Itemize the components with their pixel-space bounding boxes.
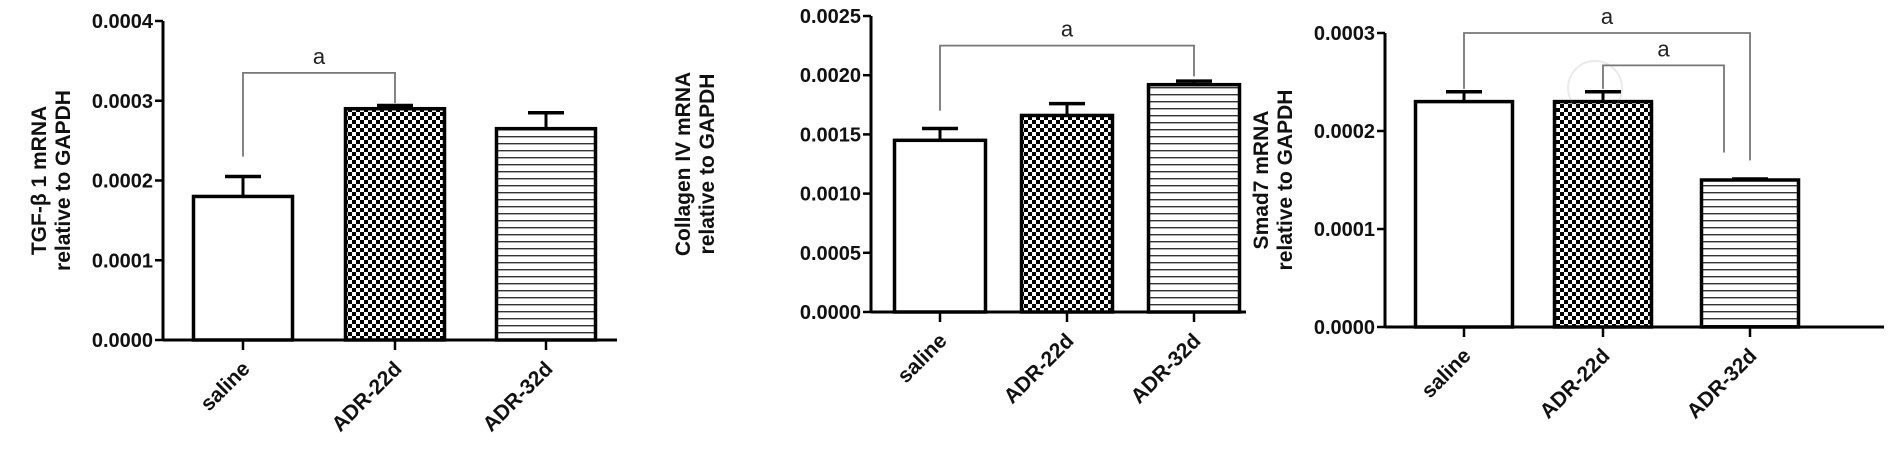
- significance-bracket: [1463, 32, 1751, 161]
- y-axis-label: TGF-β 1 mRNArelative to GAPDH: [28, 90, 75, 271]
- y-axis-label-line: relative to GAPDH: [696, 74, 719, 255]
- bar-ADR-32d: [494, 126, 598, 342]
- y-axis-label-line: Collagen IV mRNA: [672, 72, 695, 256]
- bar-ADR-22d: [343, 106, 447, 342]
- y-tick-label: 0.0002: [1314, 121, 1375, 143]
- x-tick-label: ADR-22d: [1536, 344, 1615, 423]
- y-tick-label: 0.0015: [800, 124, 861, 146]
- y-tick-label: 0.0000: [1314, 317, 1375, 339]
- x-tick-label: ADR-22d: [1000, 329, 1079, 408]
- x-tick-label: saline: [196, 357, 254, 415]
- y-axis-label: Collagen IV mRNArelative to GAPDH: [672, 72, 719, 256]
- significance-label: a: [1601, 4, 1614, 29]
- y-tick-label: 0.0005: [800, 243, 861, 265]
- significance-label: a: [1061, 17, 1074, 42]
- y-tick-label: 0.0020: [800, 65, 861, 87]
- bar-saline: [191, 194, 295, 342]
- y-axis-label-line: Smad7 mRNA: [1250, 111, 1273, 250]
- y-tick-label: 0.0000: [92, 330, 153, 352]
- y-tick-label: 0.0001: [92, 250, 153, 272]
- significance-label: a: [1657, 36, 1670, 61]
- y-axis-label-line: relative to GAPDH: [52, 90, 75, 271]
- bar-ADR-32d: [1146, 82, 1242, 314]
- x-tick-label: ADR-32d: [1127, 329, 1206, 408]
- bar-ADR-22d: [1552, 99, 1654, 329]
- y-tick-label: 0.0025: [800, 6, 861, 28]
- x-tick-label: ADR-32d: [1683, 344, 1762, 423]
- watermark-seal-circle: [1567, 60, 1623, 116]
- significance-bracket: [1602, 64, 1725, 153]
- y-tick-label: 0.0004: [92, 11, 154, 33]
- x-tick-label: ADR-22d: [328, 357, 407, 436]
- y-tick-label: 0.0002: [92, 171, 153, 193]
- y-axis-label-line: TGF-β 1 mRNA: [28, 106, 51, 255]
- y-tick-label: 0.0001: [1314, 219, 1375, 241]
- y-tick-label: 0.0003: [92, 91, 153, 113]
- chart-1: TGF-β 1 mRNArelative to GAPDH saline ADR-2…: [28, 11, 617, 436]
- y-tick-label: 0.0010: [800, 184, 861, 206]
- bar-ADR-22d: [1019, 113, 1115, 314]
- significance-label: a: [313, 44, 326, 69]
- watermark-seal: [1567, 60, 1623, 116]
- y-tick-label: 0.0000: [800, 302, 861, 324]
- significance-bracket: [242, 71, 396, 157]
- significance-bracket: [939, 44, 1195, 111]
- x-tick-label: saline: [893, 329, 951, 387]
- x-tick-label: ADR-32d: [479, 357, 558, 436]
- y-axis-label-line: relative to GAPDH: [1274, 90, 1297, 271]
- bar-saline: [1413, 99, 1515, 329]
- x-tick-label: saline: [1417, 344, 1475, 402]
- y-tick-label: 0.0003: [1314, 23, 1375, 45]
- chart-3: Smad7 mRNArelative to GAPDH saline ADR-22d…: [1250, 4, 1884, 423]
- chart-2: Collagen IV mRNArelative to GAPDH saline A…: [672, 6, 1246, 408]
- bar-saline: [892, 138, 988, 314]
- bar-ADR-32d: [1699, 178, 1801, 329]
- y-axis-label: Smad7 mRNArelative to GAPDH: [1250, 90, 1297, 271]
